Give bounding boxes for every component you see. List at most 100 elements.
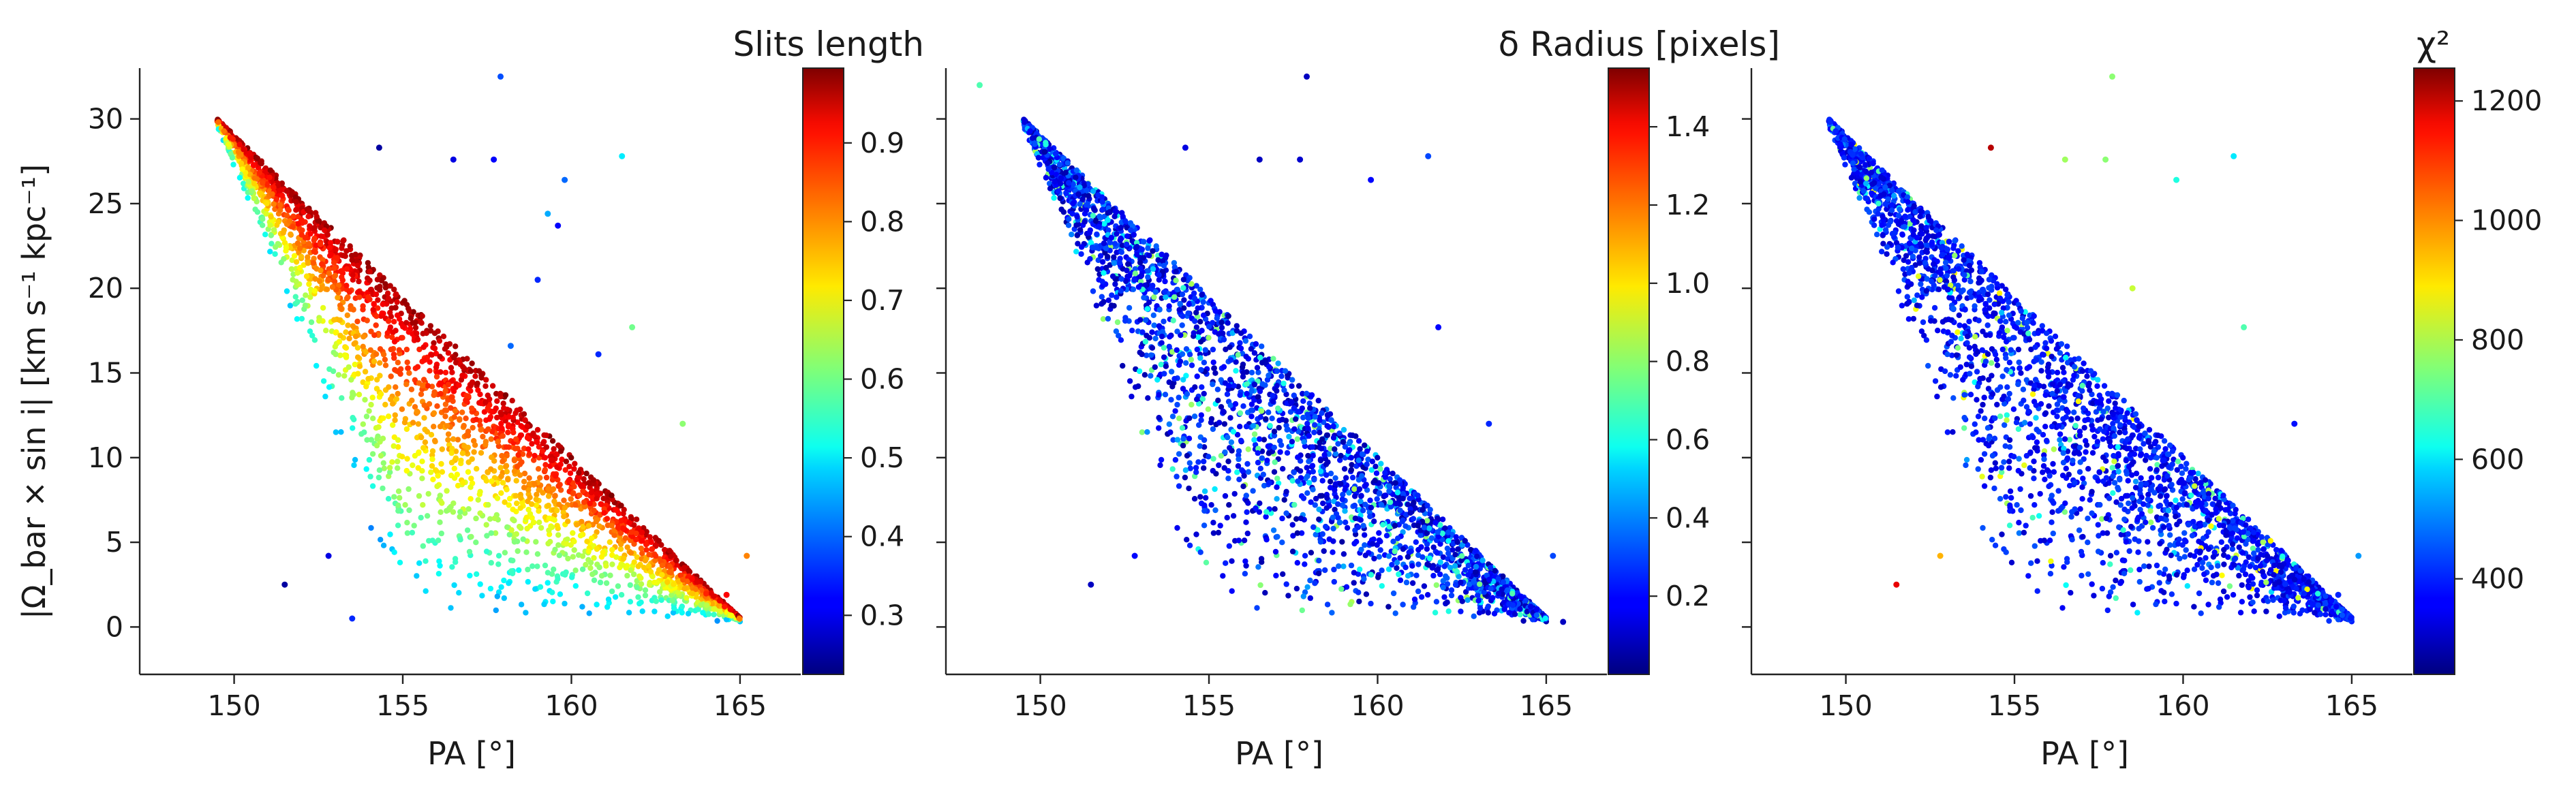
scatter-point [587,559,594,566]
scatter-point [1245,469,1252,475]
scatter-point [317,278,323,284]
scatter-point [1317,539,1324,545]
scatter-point-outlier [545,210,551,217]
scatter-point [639,538,645,544]
scatter-point [1206,334,1212,341]
scatter-point [1144,332,1150,339]
scatter-point [1259,559,1265,565]
scatter-point [1266,450,1272,456]
scatter-point [1279,540,1285,546]
scatter-point [1323,432,1330,439]
scatter-point [399,454,405,460]
x-tick-label: 165 [714,689,767,722]
scatter-point [639,529,645,535]
scatter-point [382,356,388,363]
scatter-point [1114,319,1121,326]
scatter-point [1276,424,1282,431]
scatter-point [1189,281,1195,287]
scatter-point [1327,484,1334,490]
scatter-point [497,465,504,471]
scatter-point [635,594,641,600]
scatter-point [1319,493,1325,499]
scatter-point [388,346,394,353]
scatter-point [1176,416,1182,422]
scatter-point [420,502,426,508]
scatter-point [378,391,384,397]
scatter-point [498,473,504,480]
scatter-point [387,469,393,475]
scatter-point [1105,217,1111,223]
scatter-point [394,312,401,318]
scatter-point-outlier [619,153,626,159]
scatter-point [1184,391,1191,397]
scatter-point [361,429,367,435]
scatter-point [1320,500,1326,507]
scatter-point [1162,289,1168,295]
scatter-point [557,461,564,467]
scatter-point [333,329,339,335]
scatter-point [306,240,312,247]
scatter-point [1263,509,1270,515]
scatter-point [1156,392,1162,398]
scatter-point [1377,547,1383,553]
scatter-point [1210,456,1216,462]
scatter-point [448,394,455,400]
scatter-point [487,416,493,422]
scatter-point [542,454,548,461]
scatter-point [423,588,429,594]
scatter-point [360,343,366,349]
scatter-point [1225,434,1231,441]
scatter-point [1114,294,1120,300]
scatter-point [404,359,410,366]
scatter-point [576,469,582,476]
scatter-point [1251,381,1258,388]
scatter-point [356,363,363,369]
scatter-point [367,347,373,354]
scatter-point [646,552,652,558]
scatter-point [671,581,677,587]
scatter-point [1328,417,1334,423]
scatter-point [549,589,555,595]
scatter-point [1415,561,1422,567]
scatter-point [564,541,570,547]
scatter-point [1311,429,1317,435]
scatter-point [583,470,589,477]
scatter-point [1407,495,1413,501]
scatter-point [541,601,547,608]
scatter-point [1186,351,1193,358]
scatter-point [525,578,531,585]
scatter-point [545,540,551,547]
scatter-point [382,362,389,369]
scatter-point [1105,315,1111,322]
scatter-point [1186,460,1193,466]
scatter-point [347,243,353,249]
scatter-point [1145,268,1151,274]
scatter-point [549,438,556,444]
scatter-point [1274,496,1280,502]
scatter-point [277,202,283,208]
scatter-point [1163,363,1169,369]
scatter-point [1310,524,1317,530]
scatter-point [1169,384,1176,390]
scatter-point [429,537,435,544]
scatter-point [546,515,553,522]
scatter-point [1394,489,1401,496]
scatter-point [1112,281,1118,287]
scatter-point [579,566,586,572]
scatter-point [467,368,474,374]
scatter-point [1182,467,1189,473]
scatter-point [1212,308,1218,314]
scatter-point [291,253,298,259]
scatter-point [586,610,592,616]
scatter-point [1270,356,1276,362]
scatter-point [1099,199,1105,205]
scatter-point [517,523,523,530]
scatter-point [374,377,380,383]
scatter-point [1145,274,1151,280]
scatter-point [1371,518,1377,525]
scatter-point [565,555,571,562]
scatter-point [474,571,480,577]
scatter-point [343,283,350,289]
scatter-point [596,564,602,571]
scatter-point [1235,463,1242,469]
